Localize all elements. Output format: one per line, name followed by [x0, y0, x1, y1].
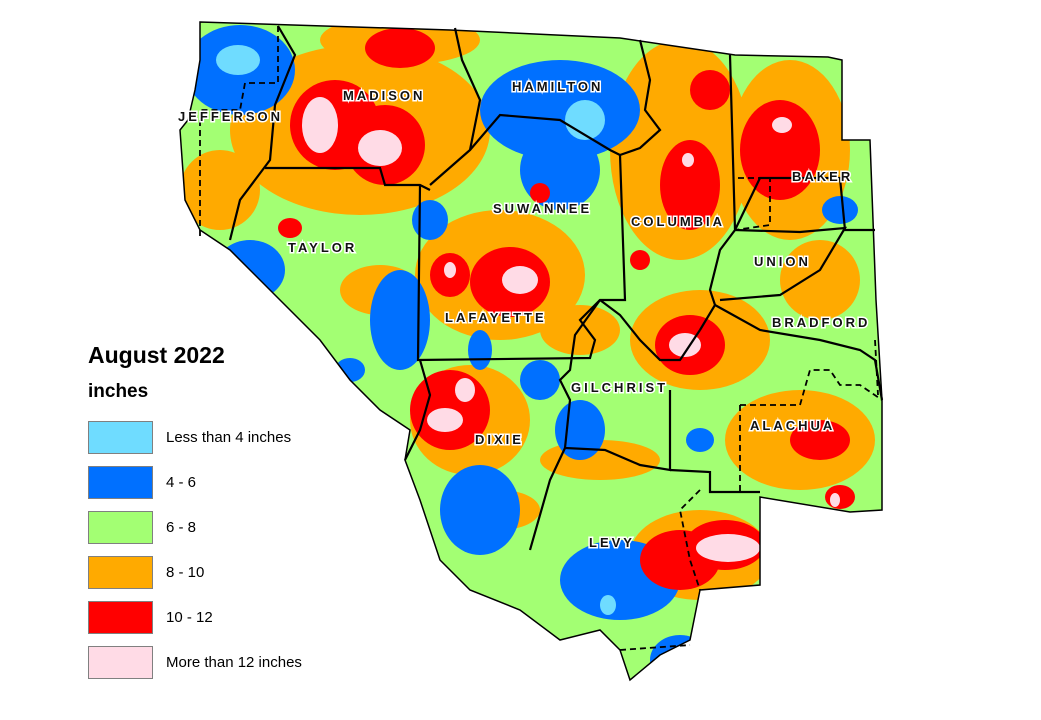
rainfall-surface: [180, 22, 882, 680]
county-label-union: UNION: [754, 254, 811, 269]
legend-swatch: [88, 601, 153, 634]
legend-item-gt12: More than 12 inches: [88, 640, 368, 685]
region-outline: [179, 21, 883, 682]
county-labels: JEFFERSON MADISON HAMILTON BAKER TAYLOR …: [177, 78, 870, 552]
county-label-gilchrist: GILCHRIST: [571, 380, 668, 395]
legend: August 2022 inches Less than 4 inches 4 …: [88, 342, 368, 685]
legend-label: 6 - 8: [166, 519, 197, 536]
county-label-madison: MADISON: [343, 88, 425, 103]
legend-units: inches: [88, 381, 149, 402]
legend-swatch: [88, 421, 153, 454]
legend-swatch: [88, 646, 153, 679]
county-label-levy: LEVY: [589, 535, 635, 550]
legend-swatch: [88, 466, 153, 499]
legend-item-lt4: Less than 4 inches: [88, 415, 368, 460]
county-label-alachua: ALACHUA: [750, 418, 835, 433]
legend-label: 10 - 12: [166, 609, 213, 626]
legend-item-10-12: 10 - 12: [88, 595, 368, 640]
county-label-jefferson: JEFFERSON: [178, 109, 283, 124]
county-label-hamilton: HAMILTON: [512, 79, 603, 94]
county-label-taylor: TAYLOR: [288, 240, 357, 255]
legend-label: 8 - 10: [166, 564, 205, 581]
county-label-baker: BAKER: [792, 169, 853, 184]
county-boundaries: [228, 25, 884, 551]
legend-label: More than 12 inches: [166, 654, 302, 671]
legend-swatch: [88, 511, 153, 544]
county-label-bradford: BRADFORD: [772, 315, 870, 330]
legend-item-6-8: 6 - 8: [88, 505, 368, 550]
county-label-lafayette: LAFAYETTE: [445, 310, 547, 325]
legend-item-4-6: 4 - 6: [88, 460, 368, 505]
legend-title: August 2022: [88, 342, 225, 368]
legend-label: Less than 4 inches: [166, 429, 292, 446]
county-label-suwannee: SUWANNEE: [493, 201, 592, 216]
county-boundaries-dashed: [199, 26, 883, 651]
legend-item-8-10: 8 - 10: [88, 550, 368, 595]
legend-swatch: [88, 556, 153, 589]
county-label-dixie: DIXIE: [475, 432, 524, 447]
legend-label: 4 - 6: [166, 474, 197, 491]
county-label-columbia: COLUMBIA: [631, 214, 725, 229]
